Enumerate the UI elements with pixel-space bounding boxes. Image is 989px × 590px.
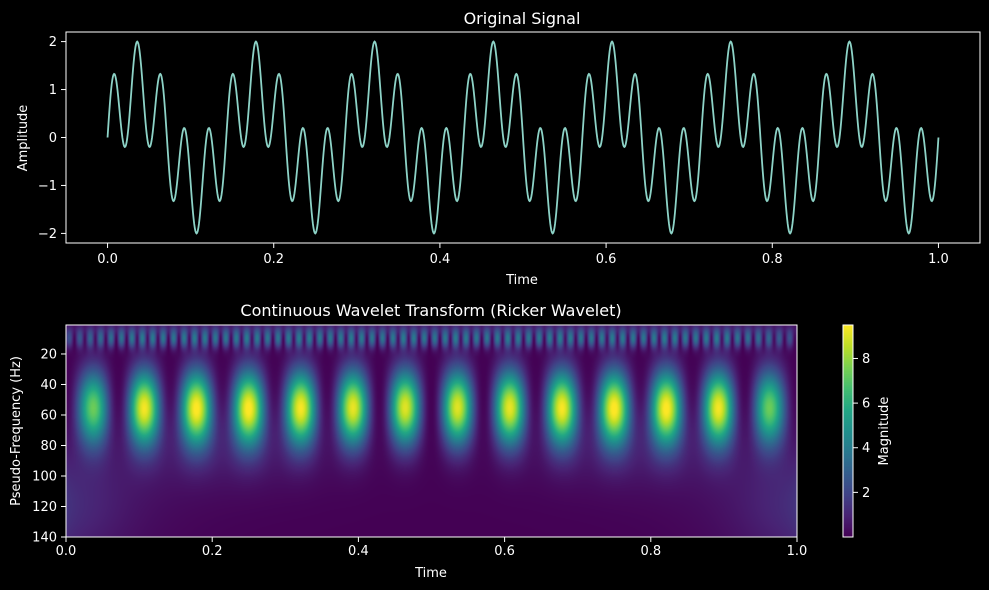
colorbar-tick-label: 4 bbox=[862, 441, 870, 456]
cwt-chart-title: Continuous Wavelet Transform (Ricker Wav… bbox=[240, 301, 621, 320]
cwt-y-tick-label: 140 bbox=[32, 531, 57, 546]
cwt-heatmap bbox=[66, 325, 797, 537]
signal-y-tick-label: 0 bbox=[49, 131, 57, 146]
cwt-heatmap-container bbox=[66, 325, 797, 537]
signal-x-tick-label: 0.4 bbox=[430, 252, 451, 267]
signal-x-tick-label: 0.8 bbox=[762, 252, 783, 267]
signal-y-tick-label: 1 bbox=[49, 83, 57, 98]
signal-y-axis-label: Amplitude bbox=[16, 105, 31, 172]
signal-chart-title: Original Signal bbox=[464, 9, 581, 28]
signal-y-tick-label: −1 bbox=[38, 179, 57, 194]
signal-x-tick-label: 1.0 bbox=[928, 252, 949, 267]
cwt-x-tick-label: 0.4 bbox=[348, 544, 369, 559]
cwt-y-tick-label: 80 bbox=[40, 439, 57, 454]
cwt-x-tick-label: 0.6 bbox=[494, 544, 515, 559]
signal-line bbox=[106, 40, 940, 235]
cwt-y-ticks: 20 40 60 80 100 120 140 bbox=[32, 347, 66, 546]
cwt-y-tick-label: 40 bbox=[40, 378, 57, 393]
colorbar-gradient bbox=[843, 325, 853, 537]
cwt-x-tick-label: 0.0 bbox=[56, 544, 77, 559]
signal-y-tick-label: 2 bbox=[49, 35, 57, 50]
signal-chart: Original Signal 0.0 0.2 0.4 0.6 0.8 1.0 2 1 0 −1… bbox=[16, 9, 981, 288]
cwt-y-tick-label: 120 bbox=[32, 500, 57, 515]
cwt-x-tick-label: 0.2 bbox=[202, 544, 223, 559]
cwt-x-axis-label: Time bbox=[414, 566, 447, 581]
signal-x-ticks: 0.0 0.2 0.4 0.6 0.8 1.0 bbox=[97, 243, 949, 267]
colorbar-tick-label: 2 bbox=[862, 486, 870, 501]
signal-y-ticks: 2 1 0 −1 −2 bbox=[38, 35, 66, 242]
cwt-chart: Continuous Wavelet Transform (Ricker Wav… bbox=[9, 301, 892, 581]
colorbar-label: Magnitude bbox=[877, 397, 892, 466]
signal-plot-area bbox=[106, 40, 940, 235]
cwt-y-tick-label: 100 bbox=[32, 469, 57, 484]
cwt-x-tick-label: 1.0 bbox=[787, 544, 808, 559]
signal-y-tick-label: −2 bbox=[38, 227, 57, 242]
colorbar-tick-label: 6 bbox=[862, 397, 870, 412]
cwt-y-axis-label: Pseudo-Frequency (Hz) bbox=[9, 356, 24, 506]
colorbar-frame bbox=[842, 324, 854, 538]
colorbar-container bbox=[843, 325, 853, 537]
cwt-x-tick-label: 0.8 bbox=[640, 544, 661, 559]
signal-x-tick-label: 0.2 bbox=[263, 252, 284, 267]
colorbar-ticks: 2 4 6 8 bbox=[853, 352, 870, 501]
signal-x-axis-label: Time bbox=[505, 273, 538, 288]
cwt-y-tick-label: 60 bbox=[40, 408, 57, 423]
signal-x-tick-label: 0.0 bbox=[97, 252, 118, 267]
colorbar-tick-label: 8 bbox=[862, 352, 870, 367]
cwt-x-ticks: 0.0 0.2 0.4 0.6 0.8 1.0 bbox=[56, 537, 808, 559]
cwt-plot-frame bbox=[65, 324, 798, 538]
signal-x-tick-label: 0.6 bbox=[596, 252, 617, 267]
cwt-y-tick-label: 20 bbox=[40, 347, 57, 362]
